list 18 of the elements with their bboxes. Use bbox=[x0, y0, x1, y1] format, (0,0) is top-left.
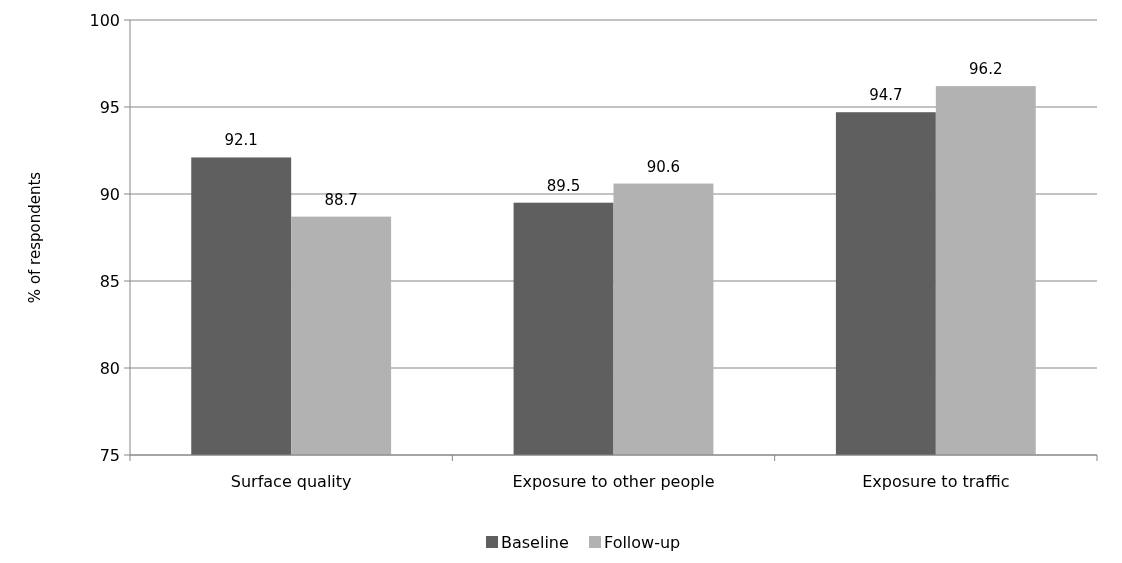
y-tick-label: 95 bbox=[99, 98, 120, 117]
y-tick-label: 75 bbox=[99, 446, 120, 465]
data-label: 94.7 bbox=[869, 86, 903, 105]
data-label: 90.6 bbox=[646, 157, 681, 176]
data-label: 96.2 bbox=[969, 60, 1003, 79]
y-tick-label: 80 bbox=[99, 359, 120, 378]
x-tick-label: Exposure to other people bbox=[512, 472, 715, 491]
data-label: 92.1 bbox=[224, 131, 258, 150]
legend-label: Baseline bbox=[501, 533, 569, 552]
x-tick-label: Exposure to traffic bbox=[862, 472, 1010, 491]
data-label: 88.7 bbox=[324, 190, 358, 209]
y-tick-label: 90 bbox=[99, 185, 120, 204]
y-tick-label: 100 bbox=[89, 11, 120, 30]
data-label: 89.5 bbox=[546, 176, 581, 195]
y-tick-label: 85 bbox=[99, 272, 120, 291]
legend-label: Follow-up bbox=[604, 533, 681, 552]
x-tick-label: Surface quality bbox=[230, 472, 352, 491]
y-axis-title: % of respondents bbox=[26, 171, 44, 304]
